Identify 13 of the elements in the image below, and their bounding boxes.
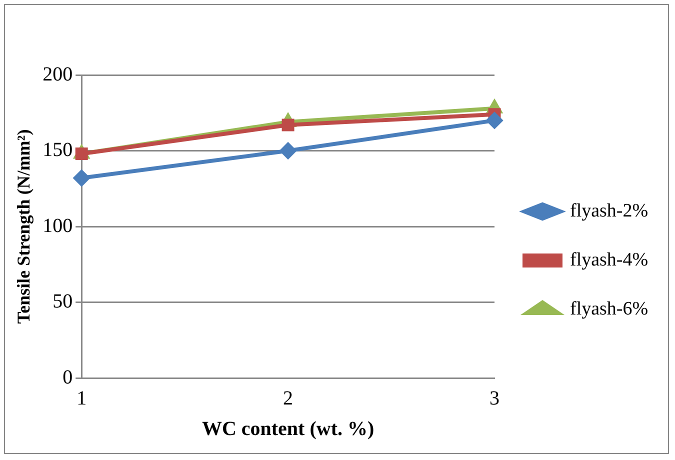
x-tick-label: 2 — [283, 387, 294, 410]
y-tick-label: 100 — [42, 214, 73, 237]
y-axis-title: Tensile Strength (N/mm²) — [13, 129, 34, 324]
legend-label: flyash-6% — [570, 298, 658, 320]
x-tick-label: 3 — [490, 387, 500, 410]
x-tick-label: 1 — [76, 387, 87, 410]
y-tick-label: 0 — [62, 366, 73, 388]
y-tick-label: 150 — [42, 139, 73, 161]
legend-label: flyash-4% — [570, 249, 658, 270]
x-axis-title: WC content (wt. %) — [202, 418, 374, 440]
y-tick-label: 50 — [52, 290, 73, 312]
y-tick-label: 200 — [42, 63, 73, 86]
legend-label: flyash-2% — [570, 200, 658, 222]
